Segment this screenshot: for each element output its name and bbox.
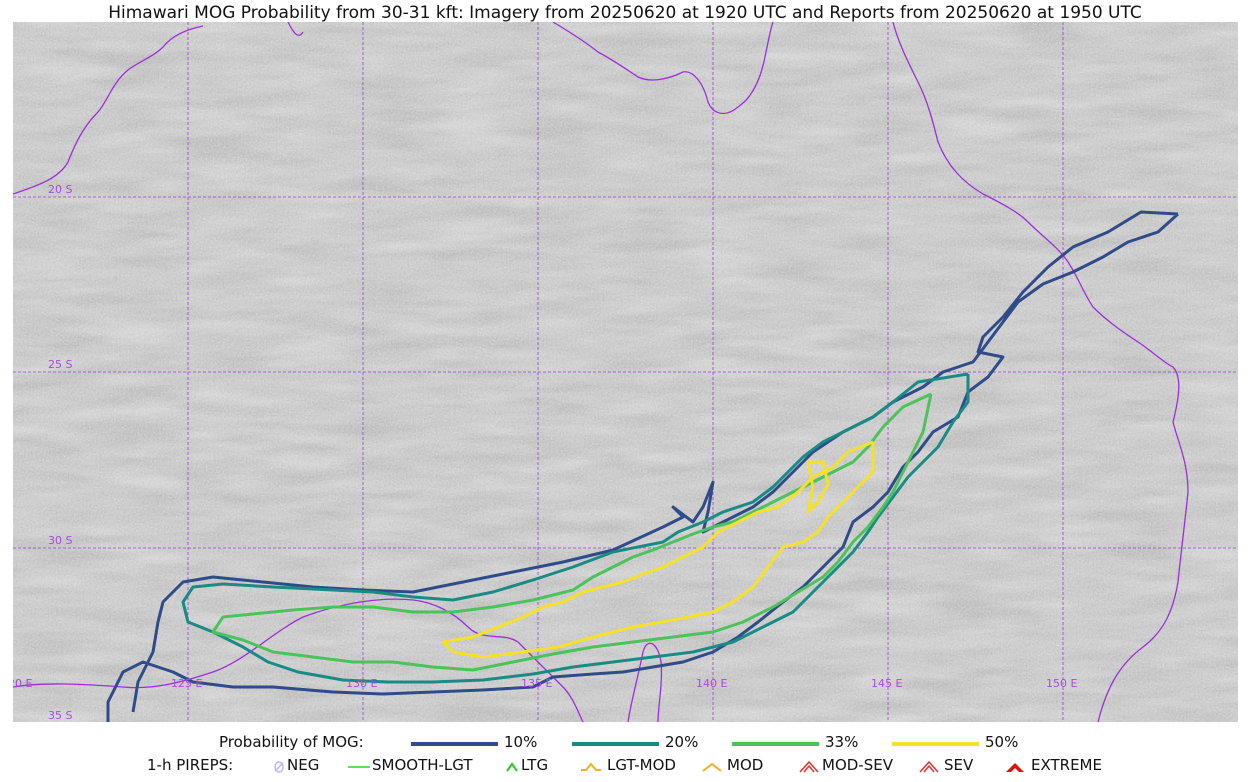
pirep-neg-label: NEG: [287, 756, 320, 774]
ltg-icon: [506, 762, 518, 772]
pireps-legend-label: 1-h PIREPS:: [147, 756, 234, 774]
lon-label-135e: 135 E: [521, 677, 552, 690]
smooth-lgt-icon: [348, 766, 370, 768]
pirep-lgt-mod-label: LGT-MOD: [607, 756, 676, 774]
lon-label-140e: 140 E: [696, 677, 727, 690]
swatch-10-percent: [411, 742, 498, 746]
lat-label-35s: 35 S: [48, 709, 72, 722]
coastlines: [13, 22, 1189, 722]
lat-label-25s: 25 S: [48, 358, 72, 371]
pirep-mod-label: MOD: [727, 756, 764, 774]
legend-50-percent: 50%: [985, 733, 1019, 751]
lon-label-145e: 145 E: [871, 677, 902, 690]
satellite-map: 20 S 25 S 30 S 35 S 120 E 125 E 130 E 13…: [13, 22, 1238, 722]
lon-label-120e: 120 E: [13, 677, 32, 690]
swatch-50-percent: [892, 742, 979, 746]
lon-label-125e: 125 E: [171, 677, 202, 690]
legend-10-percent: 10%: [504, 733, 538, 751]
lat-label-30s: 30 S: [48, 534, 72, 547]
mod-icon: [702, 762, 722, 772]
lon-label-150e: 150 E: [1046, 677, 1077, 690]
contour-50-percent: [441, 440, 875, 659]
probability-legend: Probability of MOG: 10% 20% 33% 50%: [0, 733, 1250, 755]
swatch-20-percent: [572, 742, 659, 746]
mog-contours: [106, 210, 1180, 722]
lgt-mod-icon: [581, 762, 601, 771]
lon-label-130e: 130 E: [346, 677, 377, 690]
probability-legend-label: Probability of MOG:: [219, 733, 364, 751]
pireps-legend: 1-h PIREPS: NEG SMOOTH-LGT LTG LGT-MOD M…: [0, 756, 1250, 778]
pirep-extreme-label: EXTREME: [1031, 756, 1102, 774]
legend-20-percent: 20%: [665, 733, 699, 751]
pirep-mod-sev-label: MOD-SEV: [822, 756, 893, 774]
contour-33-percent: [211, 392, 933, 672]
sev-icon: [919, 760, 939, 773]
mod-sev-icon: [799, 760, 819, 773]
gridlines: [13, 22, 1238, 722]
extreme-icon: [1006, 763, 1024, 772]
legend-33-percent: 33%: [825, 733, 859, 751]
contour-20-percent: [181, 372, 970, 684]
neg-icon: [274, 761, 284, 773]
pirep-smooth-lgt-label: SMOOTH-LGT: [372, 756, 473, 774]
pirep-sev-label: SEV: [944, 756, 974, 774]
swatch-33-percent: [732, 742, 819, 746]
map-title: Himawari MOG Probability from 30-31 kft:…: [108, 3, 1142, 23]
pirep-ltg-label: LTG: [521, 756, 549, 774]
lat-label-20s: 20 S: [48, 183, 72, 196]
